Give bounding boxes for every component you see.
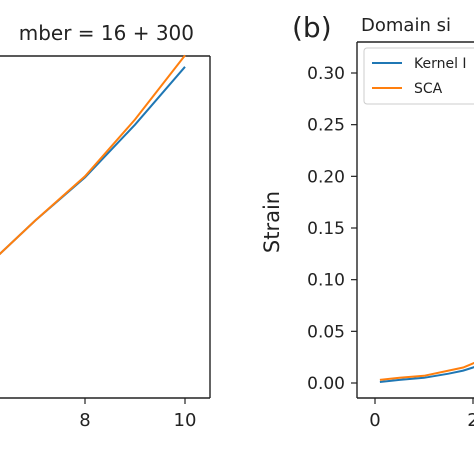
panel-b-y-tick-label: 0.25: [307, 116, 345, 136]
legend-label-sca: SCA: [414, 81, 443, 97]
panel-a-x-tick-label: 10: [174, 410, 197, 431]
panel-b-x-tick-label: 0: [369, 410, 380, 431]
panel-b-y-tick-label: 0.30: [307, 64, 345, 84]
panel-a: mber = 16 + 300 8 10: [0, 21, 211, 431]
panel-b-y-tick-label: 0.00: [307, 374, 345, 394]
panel-a-lines: [0, 54, 186, 256]
panel-a-x-tick-label: 8: [79, 410, 90, 431]
panel-b-y-axis-label: Strain: [260, 191, 284, 253]
panel-a-x-ticks: 8 10: [79, 398, 196, 431]
panel-b-y-tick-label: 0.20: [307, 167, 345, 187]
panel-b: (b) Domain si Strain 0.00 0.05 0.10 0.15 0.2…: [260, 11, 474, 431]
panel-a-series-kernel: [0, 66, 186, 256]
panel-b-y-tick-label: 0.05: [307, 322, 345, 342]
panel-a-title: mber = 16 + 300: [19, 21, 194, 45]
panel-b-label: (b): [292, 11, 332, 44]
panel-b-series-kernel: [379, 365, 474, 383]
panel-b-y-tick-label: 0.15: [307, 219, 345, 239]
panel-b-lines: [379, 361, 474, 383]
panel-b-y-tick-label: 0.10: [307, 271, 345, 291]
legend: Kernel I SCA: [363, 47, 474, 105]
panel-b-title: Domain si: [361, 15, 451, 36]
panel-b-x-tick-label: 2: [467, 410, 474, 431]
panel-b-series-sca: [379, 361, 474, 381]
legend-label-kernel: Kernel I: [414, 56, 467, 72]
panel-a-series-sca: [0, 54, 186, 256]
panel-b-y-ticks: 0.00 0.05 0.10 0.15 0.20 0.25 0.30: [307, 64, 357, 394]
